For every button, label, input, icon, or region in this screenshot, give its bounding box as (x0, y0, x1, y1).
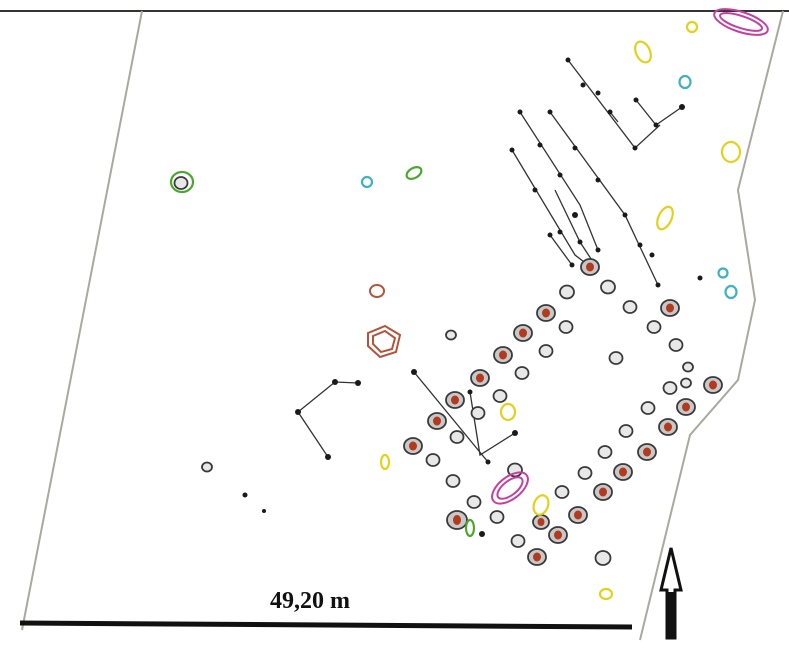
small-dots (242, 57, 703, 537)
brown-features (367, 284, 402, 359)
scale-bar-label: 49,20 m (270, 588, 350, 614)
trench-lines (297, 59, 683, 463)
site-boundary (21, 10, 784, 641)
yellow-features (379, 20, 742, 601)
cyan-features (360, 74, 738, 300)
post-holes-filled (403, 258, 723, 566)
north-arrow-icon (659, 547, 683, 640)
scale-bar (19, 620, 633, 630)
magenta-features (491, 8, 769, 505)
post-holes (173, 176, 694, 566)
green-features (169, 166, 476, 538)
